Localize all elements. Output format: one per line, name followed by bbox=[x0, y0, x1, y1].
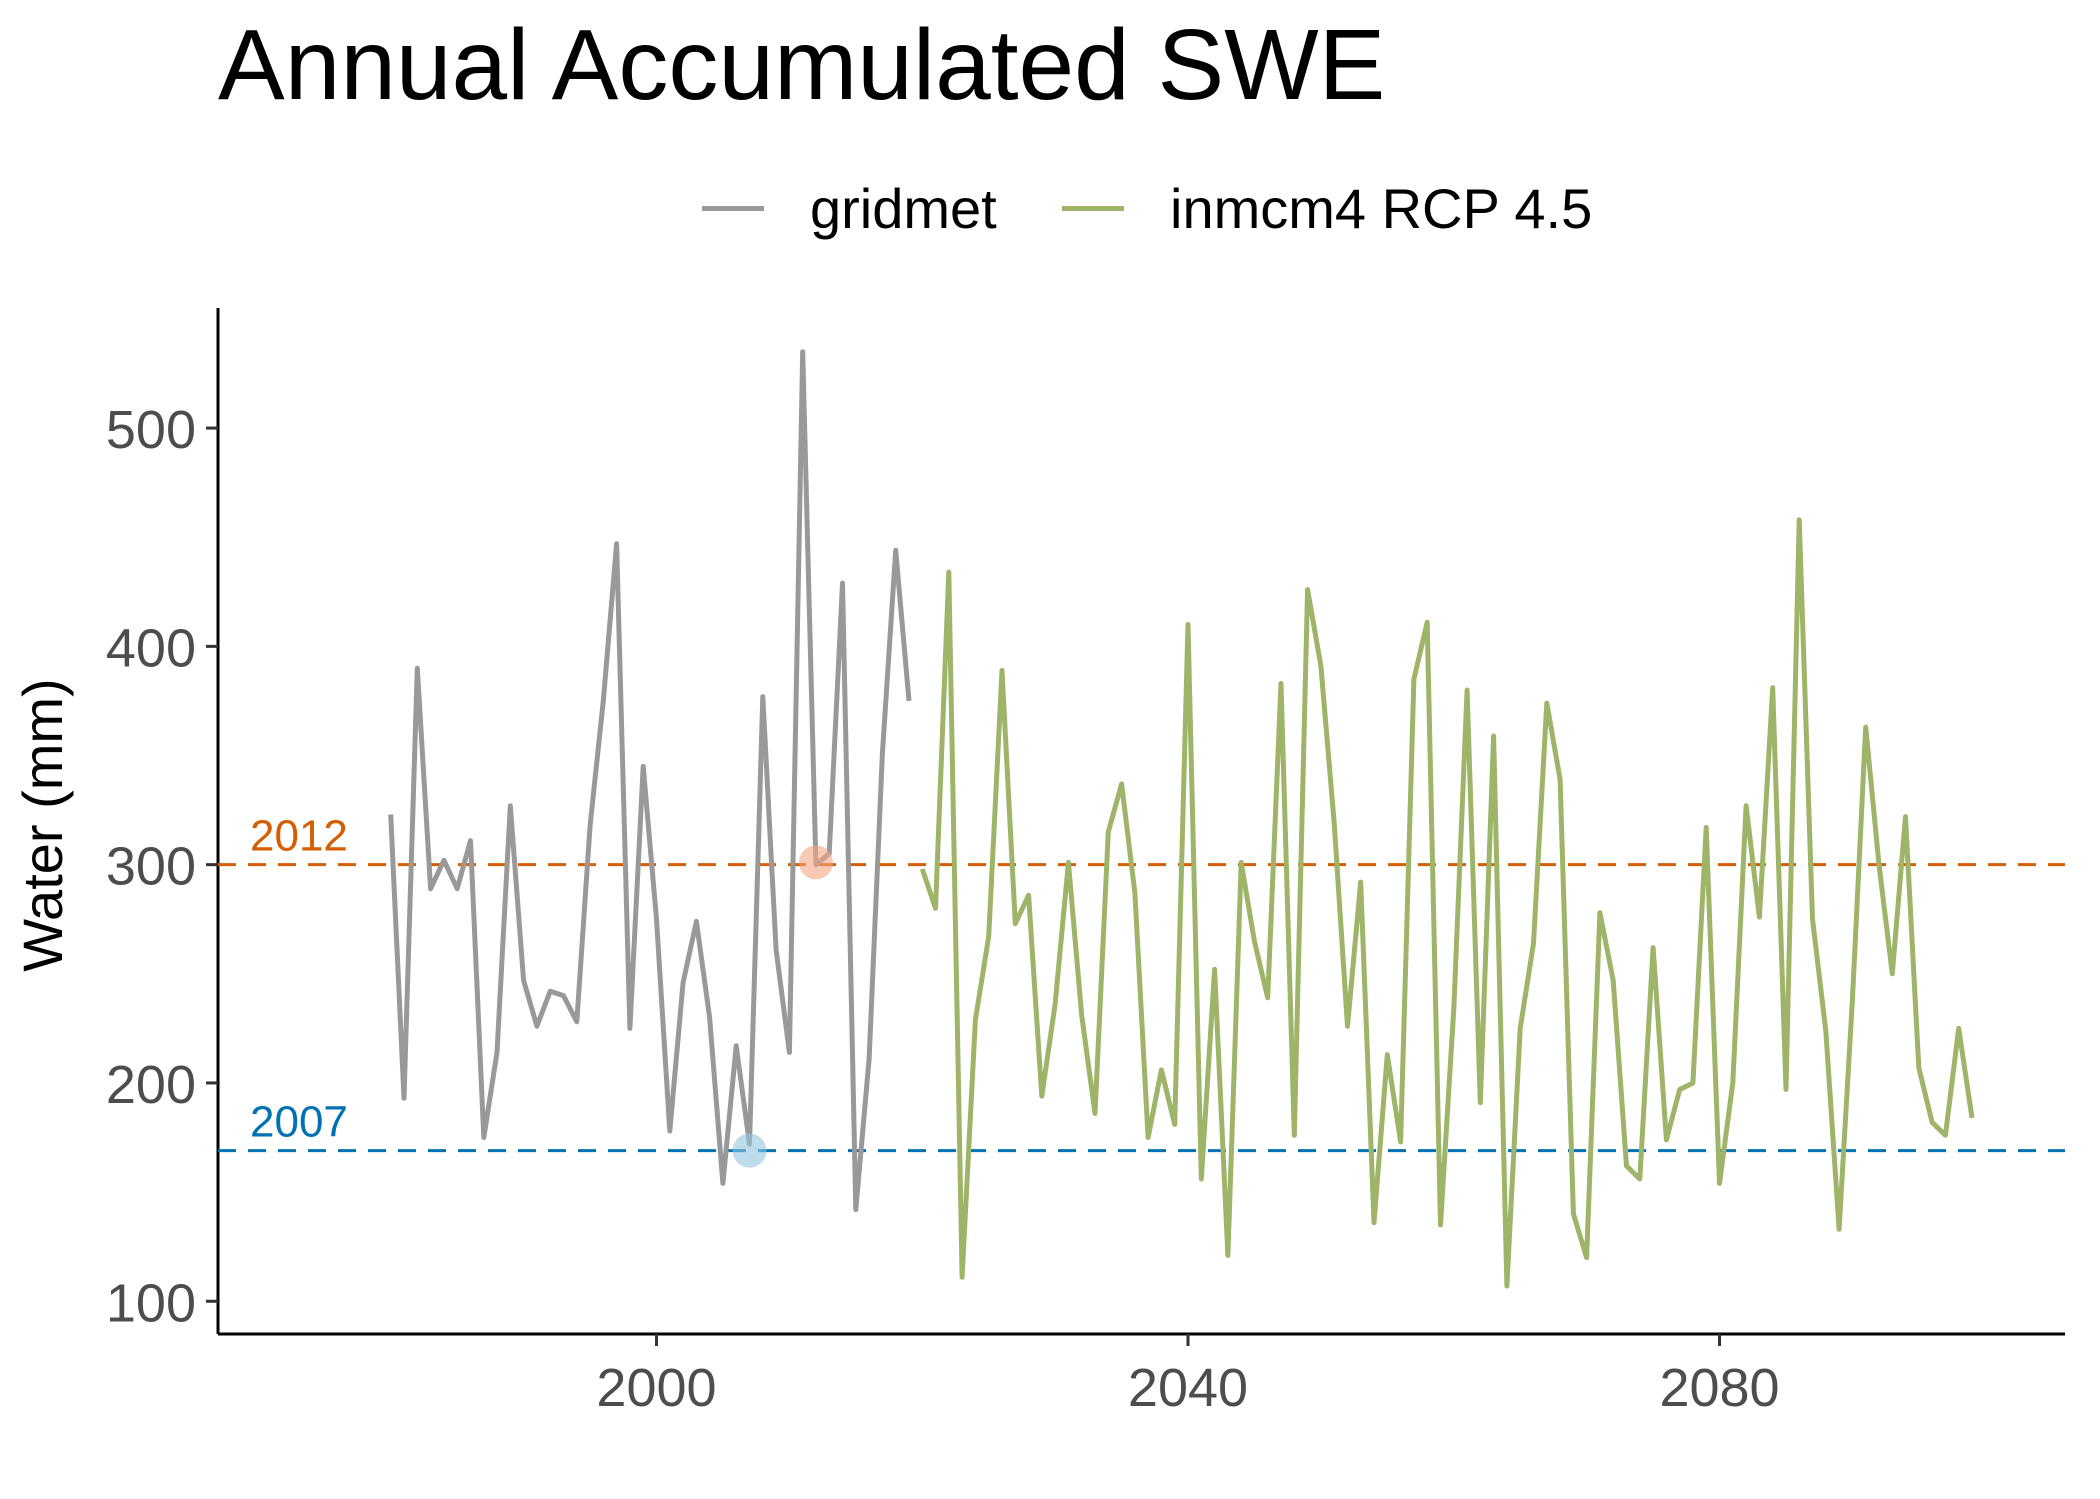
axes: 100 200 300 400 500 2000 2040 2080 bbox=[106, 308, 2065, 1418]
legend-label-inmcm4: inmcm4 RCP 4.5 bbox=[1170, 176, 1593, 240]
highlight-point-2007 bbox=[732, 1133, 767, 1168]
x-tick-label: 2040 bbox=[1128, 1358, 1248, 1418]
legend-label-gridmet: gridmet bbox=[810, 176, 997, 240]
highlight-point-2012 bbox=[798, 845, 833, 880]
chart-title: Annual Accumulated SWE bbox=[218, 9, 1386, 121]
y-tick-label: 400 bbox=[106, 618, 196, 678]
y-tick-label: 200 bbox=[106, 1055, 196, 1115]
reference-label-2007: 2007 bbox=[250, 1098, 348, 1147]
y-tick-label: 100 bbox=[106, 1273, 196, 1333]
reference-lines: 2012 2007 bbox=[218, 812, 2065, 1153]
series-line-inmcm4 bbox=[919, 517, 1975, 1289]
y-axis-label: Water (mm) bbox=[11, 678, 74, 971]
series-layer bbox=[388, 349, 1975, 1289]
legend-item-gridmet: gridmet bbox=[702, 168, 997, 248]
highlight-points bbox=[732, 845, 833, 1168]
reference-label-2012: 2012 bbox=[250, 812, 348, 861]
y-tick-label: 300 bbox=[106, 837, 196, 897]
x-tick-label: 2080 bbox=[1659, 1358, 1779, 1418]
y-tick-label: 500 bbox=[106, 400, 196, 460]
x-tick-label: 2000 bbox=[596, 1358, 716, 1418]
legend-swatch-gridmet bbox=[702, 205, 764, 211]
legend-swatch-inmcm4 bbox=[1062, 205, 1124, 211]
legend: gridmet inmcm4 RCP 4.5 bbox=[0, 168, 2100, 248]
series-line-gridmet bbox=[388, 349, 912, 1213]
legend-item-inmcm4: inmcm4 RCP 4.5 bbox=[1062, 168, 1592, 248]
